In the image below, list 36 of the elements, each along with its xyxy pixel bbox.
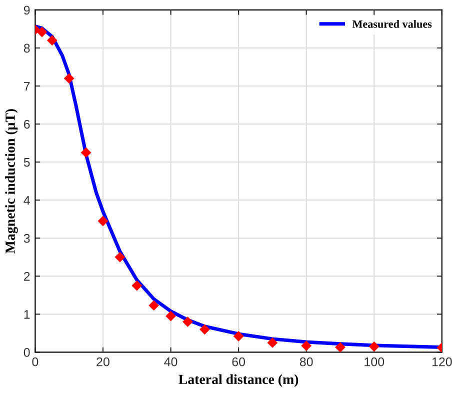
point — [199, 324, 210, 335]
y-axis-title: Magnetic induction (μT) — [5, 109, 18, 254]
point — [132, 280, 142, 291]
y-tick-label: 5 — [24, 158, 30, 167]
legend-label: Measured values — [352, 20, 432, 28]
y-tick-label: 2 — [24, 272, 30, 281]
x-tick-label: 20 — [96, 357, 110, 366]
y-tick-label: 6 — [24, 120, 30, 129]
point — [64, 73, 74, 84]
x-tick-label: 60 — [232, 357, 246, 366]
x-tick-label: 40 — [164, 357, 178, 366]
x-tick-label: 80 — [300, 357, 313, 366]
y-tick-label: 8 — [24, 44, 30, 53]
x-tick-label: 120 — [432, 357, 452, 366]
point — [46, 35, 58, 46]
y-tick-label: 1 — [24, 310, 30, 319]
y-tick-label: 9 — [24, 6, 30, 15]
point — [301, 340, 312, 351]
point — [335, 342, 346, 352]
x-tick-label: 0 — [32, 357, 38, 366]
point — [233, 331, 244, 342]
point — [36, 26, 48, 38]
point — [182, 316, 193, 327]
point — [267, 338, 278, 348]
point — [148, 300, 160, 311]
point — [368, 341, 380, 352]
x-axis-title: Lateral distance (m) — [178, 374, 298, 387]
x-tick-label: 100 — [364, 357, 384, 366]
point — [98, 216, 108, 226]
point — [166, 310, 176, 322]
point — [114, 252, 126, 262]
y-tick-label: 4 — [24, 196, 30, 205]
y-tick-label: 3 — [24, 234, 30, 243]
y-tick-label: 0 — [24, 348, 30, 357]
y-tick-label: 7 — [24, 82, 30, 91]
point — [80, 147, 92, 158]
